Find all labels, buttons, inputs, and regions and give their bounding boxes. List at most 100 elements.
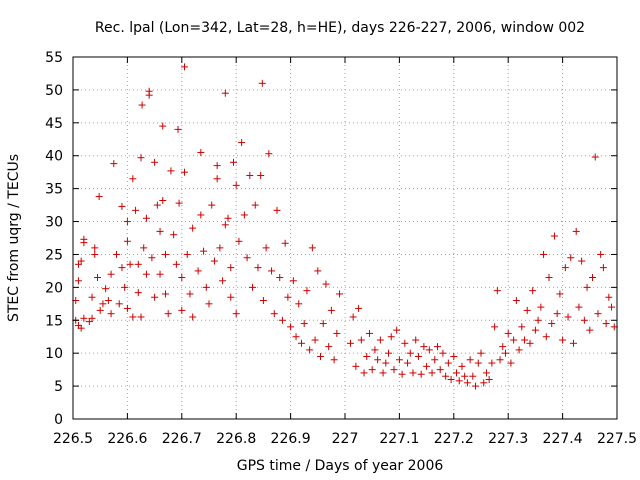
data-point [597,250,605,258]
data-point [526,339,534,347]
data-point [439,349,447,357]
data-point [510,336,518,344]
y-tick-label: 55 [45,50,63,66]
x-tick-label: 227.1 [379,431,419,447]
data-point [523,306,531,314]
y-tick-label: 35 [45,182,63,198]
data-point [395,356,403,364]
data-point [134,289,142,297]
data-point [262,244,270,252]
data-point [183,250,191,258]
grid-lines [73,57,617,419]
data-point [553,310,561,318]
data-point [178,273,186,281]
data-point [365,329,373,337]
data-point [297,339,305,347]
y-tick-label: 25 [45,247,63,263]
data-point [401,339,409,347]
data-point [289,277,297,285]
y-tick-labels: 0 5 10 15 20 25 30 35 40 45 50 55 [45,50,63,428]
data-point [129,175,137,183]
data-point [254,264,262,272]
data-point [580,316,588,324]
data-point [151,293,159,301]
data-point [466,356,474,364]
data-point [572,227,580,235]
x-tick-label: 226.7 [162,431,202,447]
data-point [189,313,197,321]
data-point [409,369,417,377]
data-point [134,260,142,268]
data-point [91,250,99,258]
data-point [559,336,567,344]
data-point [472,382,480,390]
data-point [501,349,509,357]
data-point [96,306,104,314]
y-tick-label: 10 [45,346,63,362]
data-point [594,310,602,318]
data-point [453,369,461,377]
data-point [349,313,357,321]
data-point [232,310,240,318]
x-axis-label: GPS time / Days of year 2006 [237,458,444,474]
data-point [363,352,371,360]
data-point [540,250,548,258]
data-point [428,369,436,377]
data-point [115,300,123,308]
chart-title: Rec. lpal (Lon=342, Lat=28, h=HE), days … [95,20,585,36]
data-point [118,202,126,210]
data-point [575,303,583,311]
data-point [433,343,441,351]
data-point [123,304,131,312]
data-point [88,314,96,322]
data-point [200,247,208,255]
data-point [74,277,82,285]
data-point [210,257,218,265]
data-point [132,206,140,214]
data-point [240,211,248,219]
data-point [178,306,186,314]
x-tick-label: 227.3 [488,431,528,447]
data-point [431,356,439,364]
data-point [129,313,137,321]
data-point [123,218,131,226]
data-point [281,239,289,247]
data-point [425,346,433,354]
data-point [80,314,88,322]
data-point [216,244,224,252]
data-point [126,260,134,268]
data-point [181,63,189,71]
data-point [589,273,597,281]
data-point [385,349,393,357]
data-point [118,264,126,272]
y-tick-label: 20 [45,280,63,296]
data-point [442,372,450,380]
data-point [107,270,115,278]
x-tick-label: 227.4 [543,431,583,447]
data-point [159,122,167,130]
data-point [186,290,194,298]
data-point [474,359,482,367]
data-point [156,227,164,235]
data-point [99,300,107,308]
data-point [346,339,354,347]
data-point [534,316,542,324]
data-point [287,323,295,331]
data-point [213,175,221,183]
data-point [319,320,327,328]
data-point [110,160,118,168]
data-point [417,370,425,378]
data-point [249,283,257,291]
data-point [477,349,485,357]
data-point [104,297,112,305]
data-point [564,313,572,321]
data-point [578,257,586,265]
data-point [493,287,501,295]
data-point [567,254,575,262]
data-point [548,320,556,328]
data-point [232,181,240,189]
data-point [436,366,444,374]
data-point [496,356,504,364]
data-point [219,277,227,285]
